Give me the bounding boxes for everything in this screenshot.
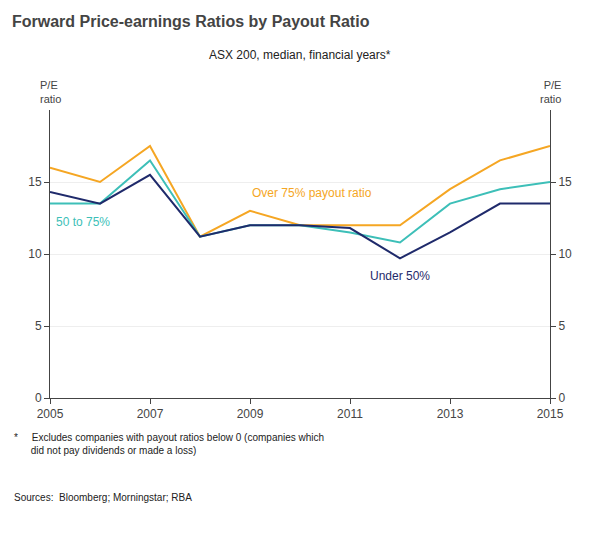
svg-text:2015: 2015 [537, 407, 564, 421]
svg-text:Forward Price-earnings Ratios: Forward Price-earnings Ratios by Payout … [12, 13, 370, 30]
svg-text:50 to 75%: 50 to 75% [56, 215, 110, 229]
svg-text:5: 5 [35, 319, 42, 333]
svg-text:Over 75% payout ratio: Over 75% payout ratio [252, 186, 372, 200]
svg-text:2011: 2011 [337, 407, 363, 421]
svg-text:P/Eratio: P/Eratio [540, 79, 561, 105]
svg-text:* Excludes companies with: * Excludes companies with payout ratios … [14, 432, 324, 456]
svg-text:0: 0 [558, 391, 565, 405]
svg-text:Under 50%: Under 50% [370, 269, 430, 283]
svg-text:2013: 2013 [437, 407, 464, 421]
svg-text:10: 10 [558, 247, 572, 261]
svg-text:2005: 2005 [37, 407, 64, 421]
svg-text:5: 5 [558, 319, 565, 333]
svg-text:ASX 200, median, financial yea: ASX 200, median, financial years* [209, 48, 391, 62]
svg-text:P/Eratio: P/Eratio [40, 79, 61, 105]
svg-text:0: 0 [35, 391, 42, 405]
svg-text:Sources: Bloomberg; Morningst: Sources: Bloomberg; Morningstar; RBA [14, 492, 192, 503]
svg-text:2009: 2009 [237, 407, 264, 421]
svg-text:15: 15 [558, 175, 572, 189]
svg-text:2007: 2007 [137, 407, 164, 421]
svg-text:15: 15 [28, 175, 42, 189]
svg-text:10: 10 [28, 247, 42, 261]
